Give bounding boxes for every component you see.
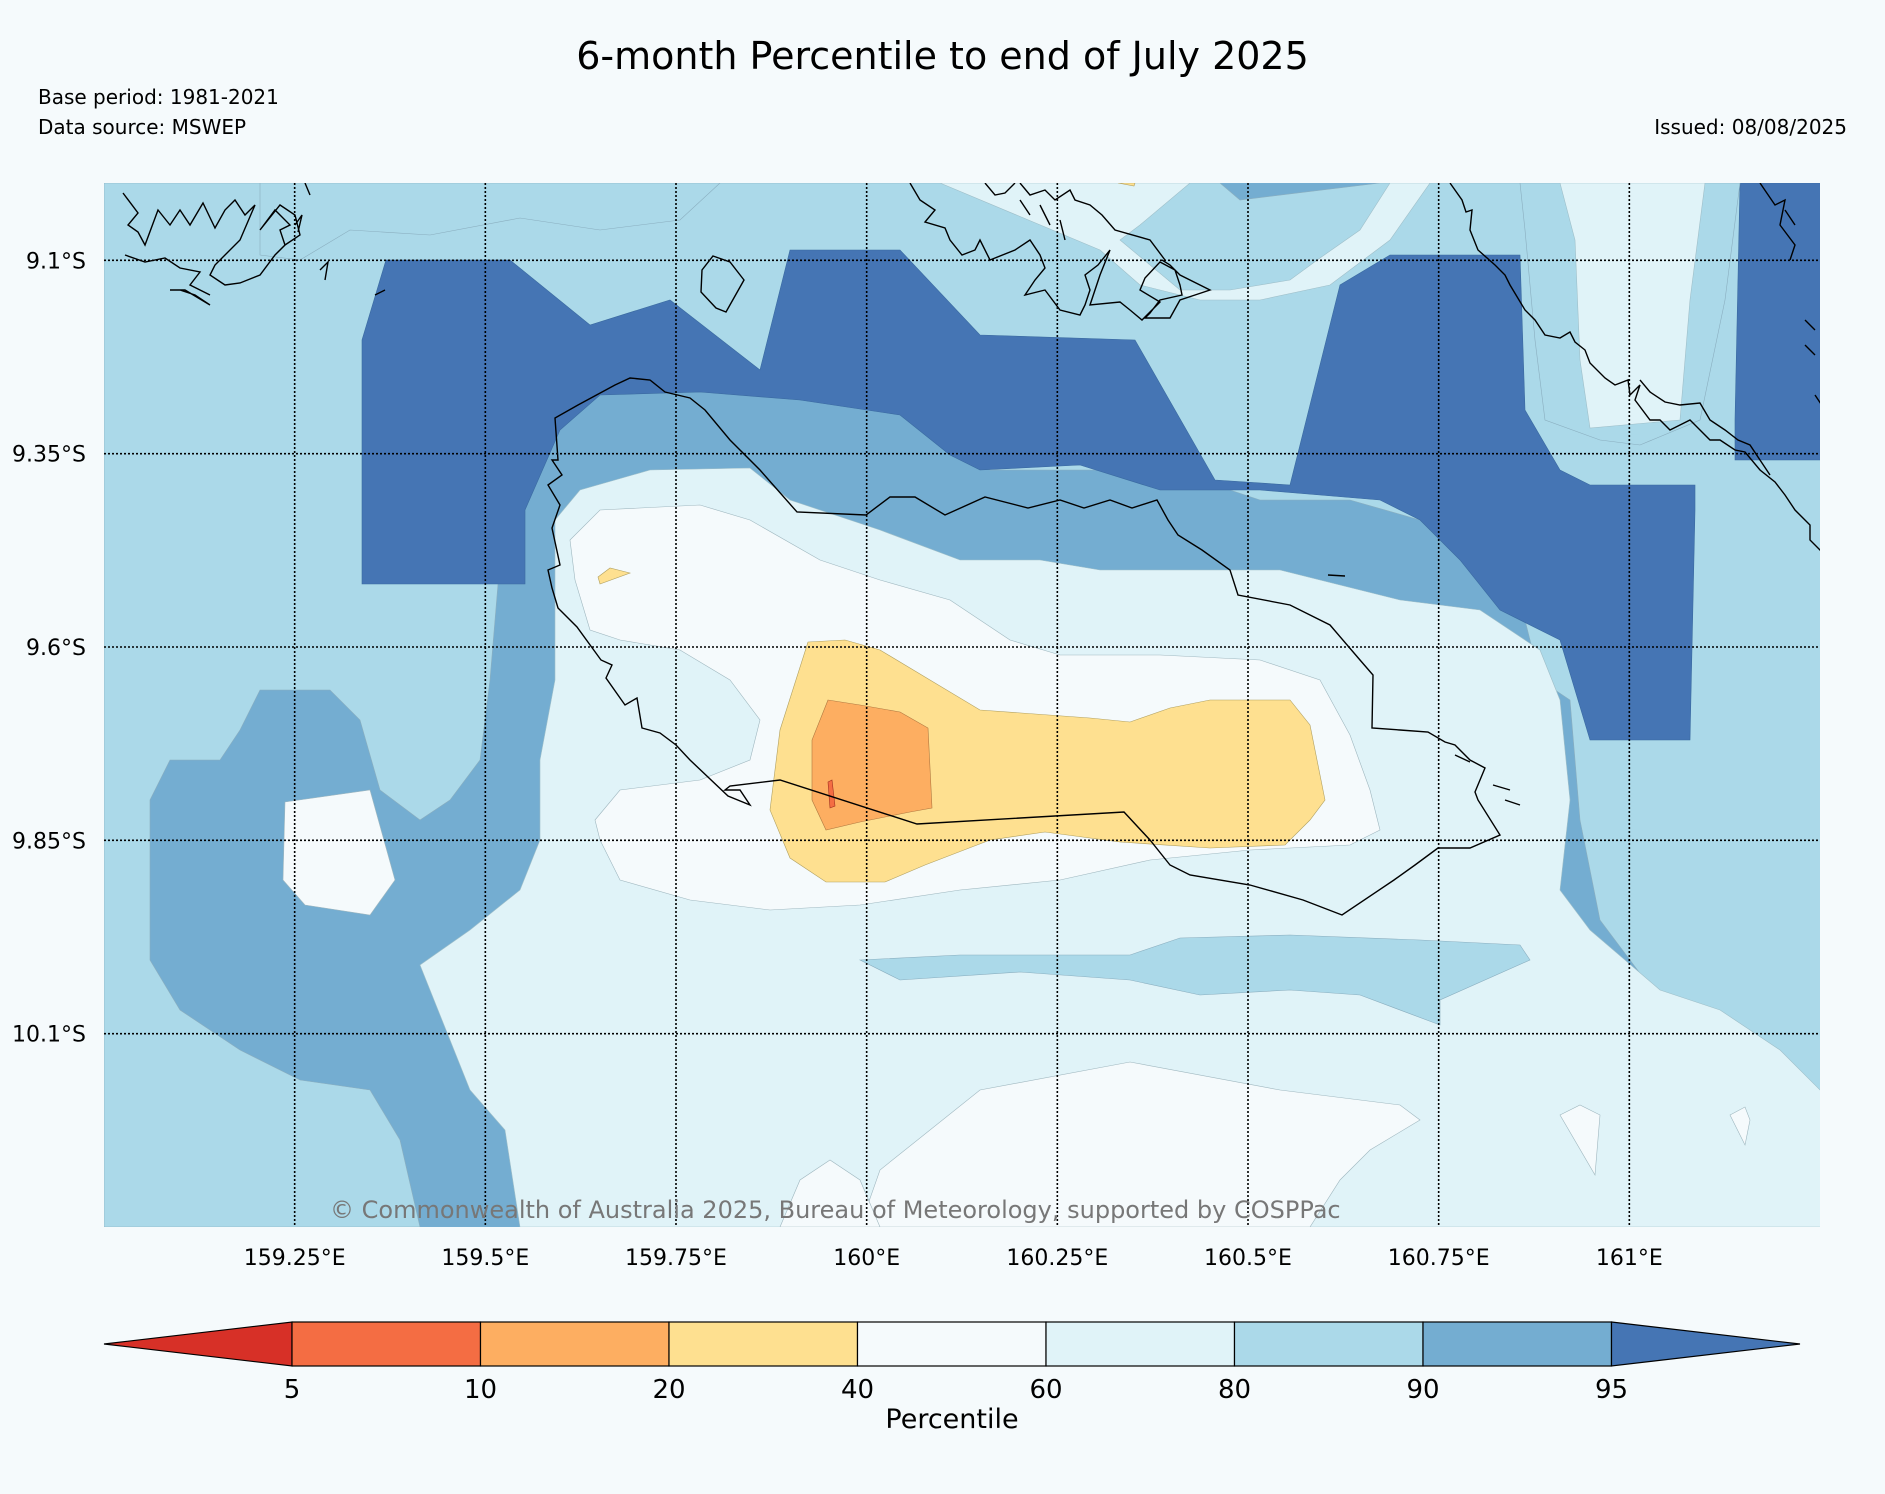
band-40-60-west <box>282 789 396 916</box>
coastline-guadalcanal-e <box>1454 754 1521 806</box>
lon-tick-label: 160.5°E <box>1204 1246 1292 1271</box>
band-5-10-speck <box>827 779 836 809</box>
lon-tick-label: 159.5°E <box>441 1246 529 1271</box>
lon-tick-label: 159.75°E <box>625 1246 727 1271</box>
metadata-left: Base period: 1981-2021 Data source: MSWE… <box>38 82 279 142</box>
colorbar-labels: 5 10 20 40 60 80 90 95 <box>284 1375 1628 1405</box>
issued-date: Issued: 08/08/2025 <box>1654 115 1847 139</box>
colorbar-extend-high <box>1610 1321 1801 1367</box>
map-title: 6-month Percentile to end of July 2025 <box>576 34 1309 78</box>
colorbar-extend-low <box>103 1321 293 1367</box>
coastline-nw-b <box>124 254 211 296</box>
percentile-field <box>104 183 1820 1227</box>
coastline-florida <box>909 183 1212 321</box>
colorbar-segment <box>668 1321 859 1367</box>
band-40-60-south <box>859 1061 1421 1227</box>
coastline-nw <box>122 192 301 286</box>
longitude-ticks: 159.25°E 159.5°E 159.75°E 160°E 160.25°E 160.… <box>244 1246 1663 1271</box>
lat-tick-label: 9.1°S <box>26 249 86 274</box>
colorbar-tick-label: 5 <box>284 1375 301 1405</box>
base-period: Base period: 1981-2021 <box>38 85 279 109</box>
colorbar-tick-label: 10 <box>464 1375 497 1405</box>
lon-tick-label: 159.25°E <box>244 1246 346 1271</box>
lon-tick-label: 161°E <box>1596 1246 1663 1271</box>
coastline-nw-f <box>294 214 303 233</box>
coastline-malaita-b <box>1639 379 1771 476</box>
band-20-40-speck-b <box>1117 183 1136 187</box>
gridlines <box>104 183 1820 1227</box>
band-80-90-north <box>259 183 721 261</box>
lat-tick-label: 9.35°S <box>12 443 86 468</box>
colorbar-segment <box>291 1321 482 1367</box>
band-10-20 <box>811 699 933 831</box>
lat-tick-label: 10.1°S <box>12 1023 86 1048</box>
colorbar-segment <box>1422 1321 1613 1367</box>
copyright-text: © Commonwealth of Australia 2025, Bureau… <box>330 1196 1341 1224</box>
band-40-60-southeast-b <box>1729 1106 1751 1146</box>
colorbar <box>103 1321 1801 1367</box>
colorbar-tick-label: 60 <box>1029 1375 1062 1405</box>
band-60-80-north-central <box>939 183 1431 301</box>
colorbar-tick-label: 90 <box>1406 1375 1439 1405</box>
lon-tick-label: 160.25°E <box>1006 1246 1108 1271</box>
colorbar-segment <box>479 1321 670 1367</box>
colorbar-tick-label: 80 <box>1218 1375 1251 1405</box>
lat-tick-label: 9.6°S <box>26 636 86 661</box>
band-40-60-southeast-a <box>1559 1104 1601 1176</box>
coastline-guadalcanal <box>547 377 1502 916</box>
coastline-nw-g <box>304 183 311 196</box>
band-20-40-speck-a <box>597 567 632 585</box>
lon-tick-label: 160.75°E <box>1388 1246 1490 1271</box>
lon-tick-label: 160°E <box>833 1246 900 1271</box>
band-above-95-northeast <box>1734 183 1820 461</box>
colorbar-segment <box>856 1321 1047 1367</box>
band-above-95-north <box>361 249 1696 741</box>
coastline-island-a <box>700 255 745 313</box>
coastline-nw-d <box>319 259 330 281</box>
data-source: Data source: MSWEP <box>38 115 247 139</box>
colorbar-tick-label: 40 <box>841 1375 874 1405</box>
latitude-ticks: 9.1°S 9.35°S 9.6°S 9.85°S 10.1°S <box>12 249 86 1047</box>
lat-tick-label: 9.85°S <box>12 829 86 854</box>
coastline-florida-b <box>984 183 1166 261</box>
colorbar-title: Percentile <box>885 1404 1018 1435</box>
band-80-90-south-strip <box>858 934 1531 1026</box>
colorbar-tick-label: 95 <box>1595 1375 1628 1405</box>
colorbar-tick-label: 20 <box>652 1375 685 1405</box>
coastline-dash-a <box>1327 574 1346 577</box>
colorbar-segment <box>1045 1321 1236 1367</box>
band-40-60-south-small <box>779 1159 881 1227</box>
coastline-florida-c <box>1019 199 1066 241</box>
band-60-80-northeast <box>1559 183 1706 429</box>
coastline-nw-e <box>374 289 386 296</box>
coastline-nw-c <box>170 289 211 306</box>
colorbar-segment <box>1233 1321 1424 1367</box>
coastline-ne <box>1759 183 1820 404</box>
